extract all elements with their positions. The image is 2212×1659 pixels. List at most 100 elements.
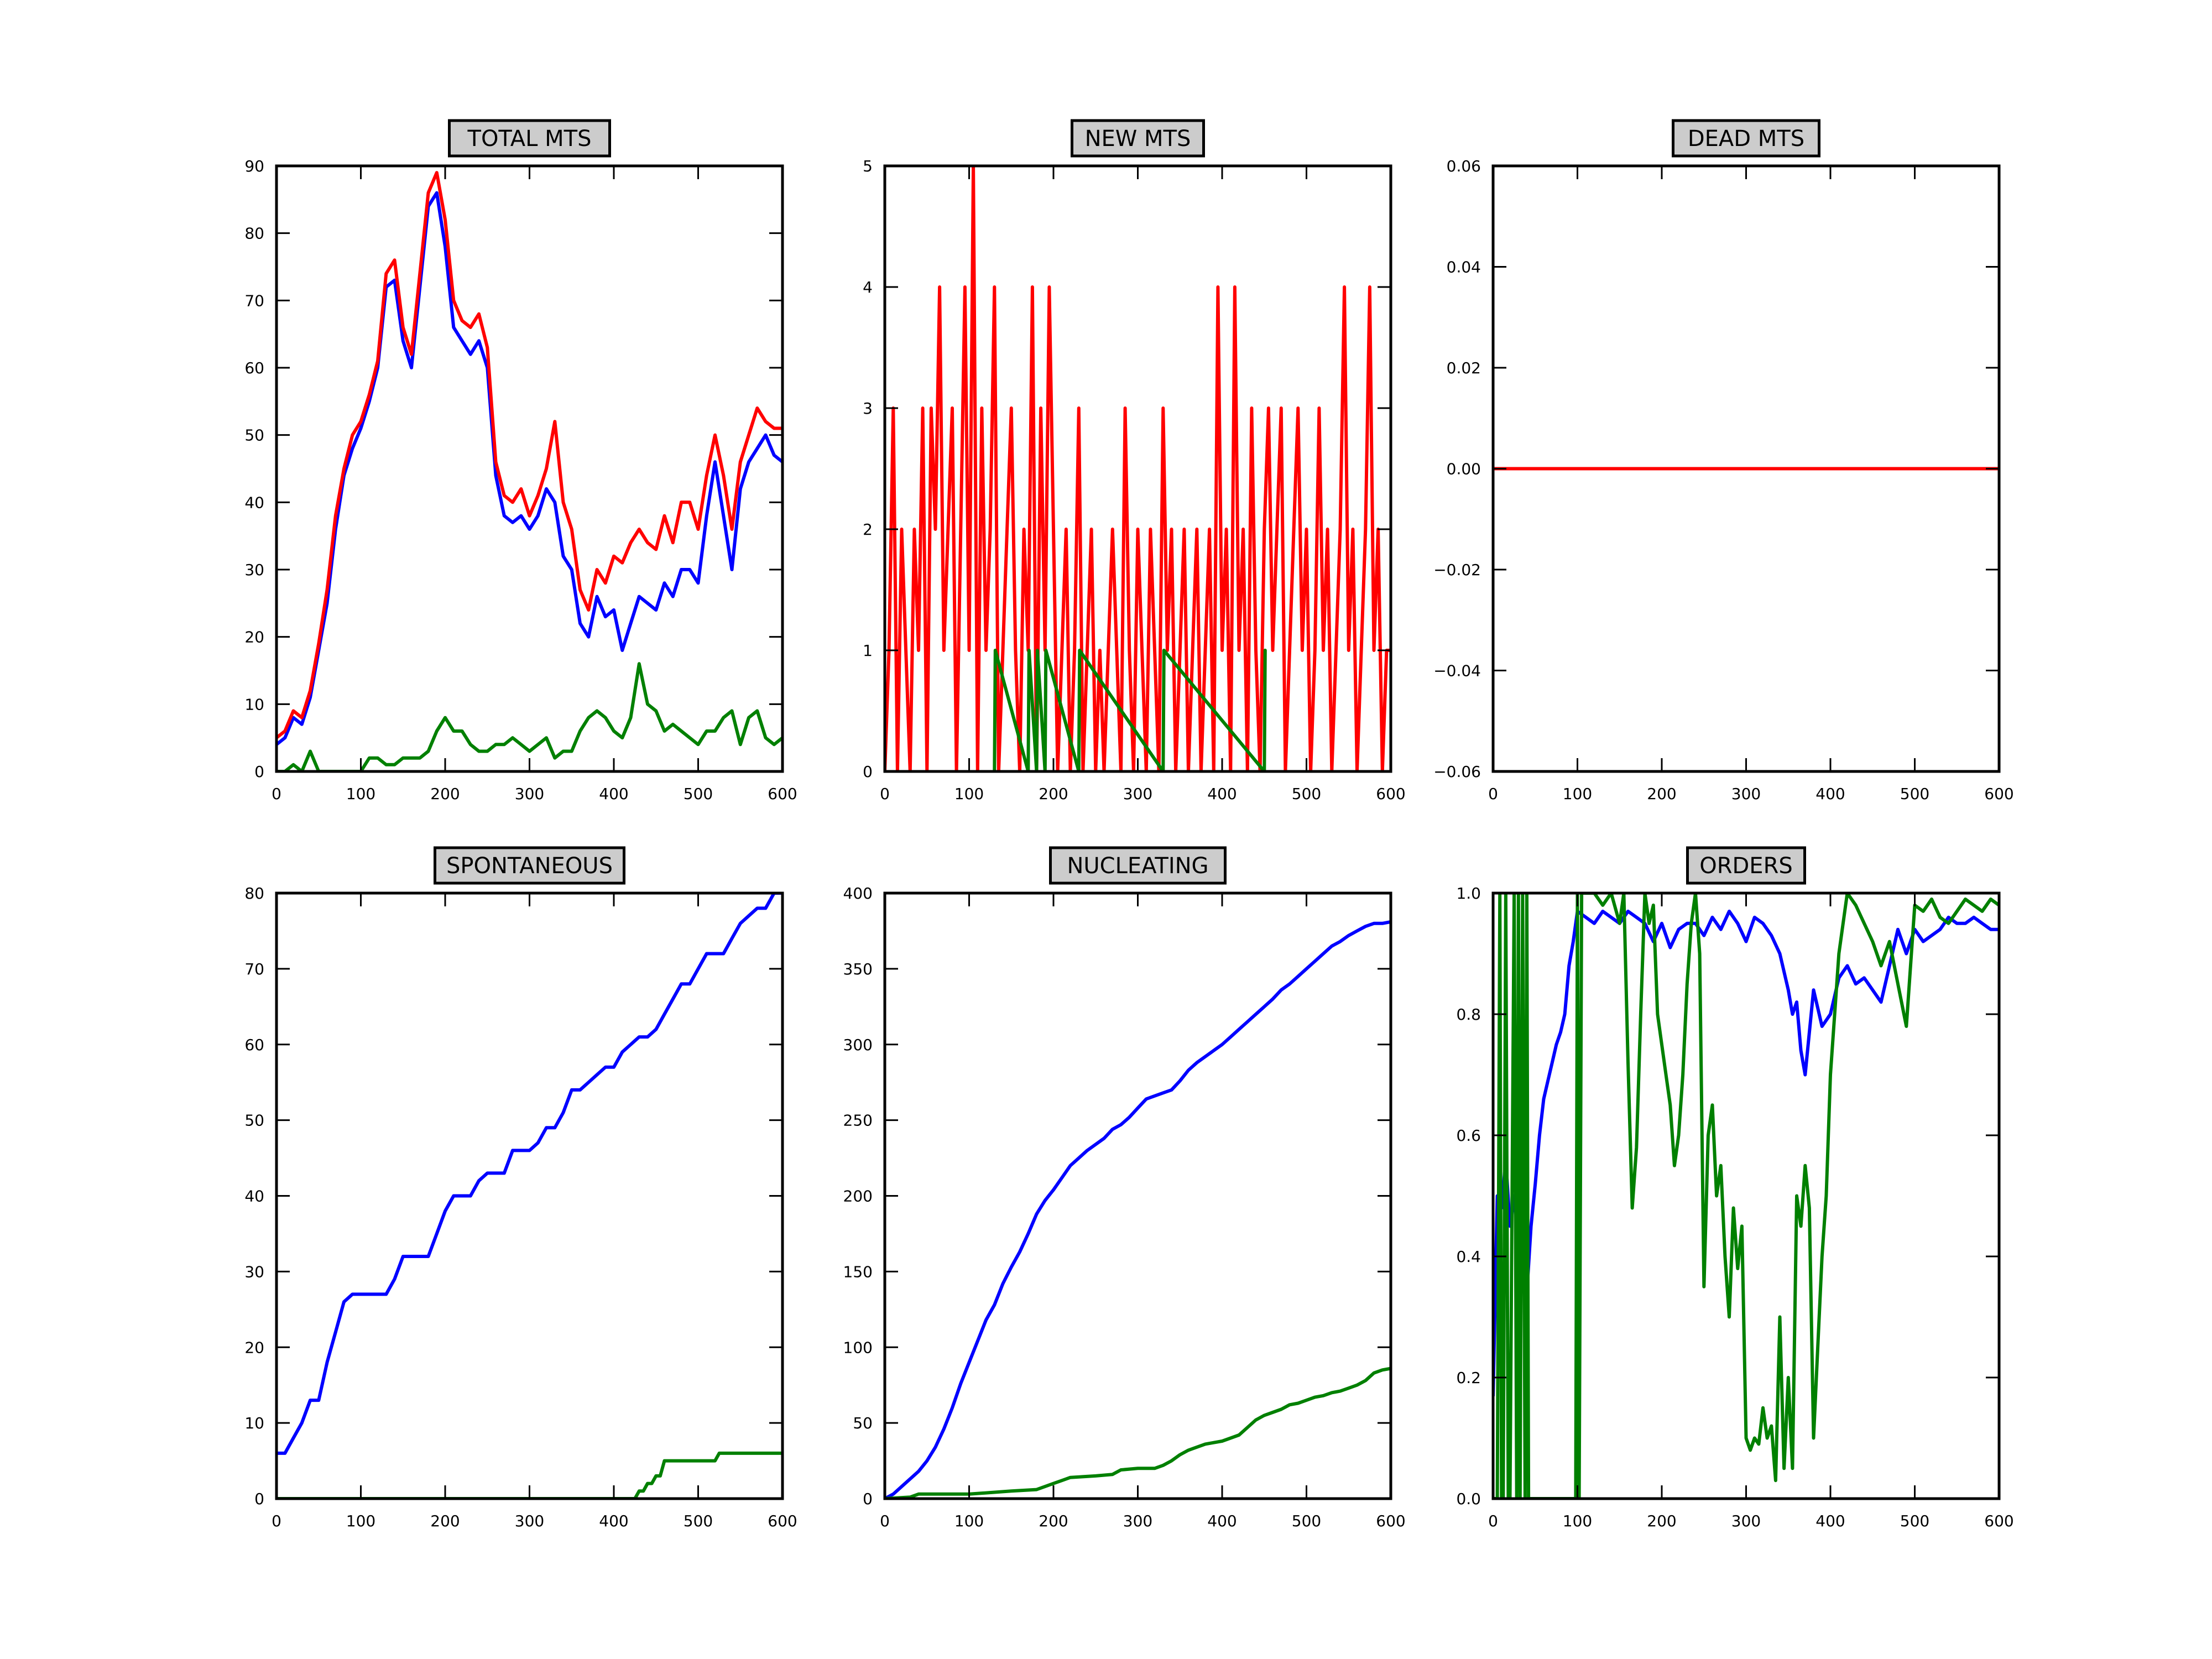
y-tick-label: 10	[244, 695, 264, 713]
x-tick-label: 600	[1376, 785, 1405, 803]
x-tick-label: 500	[1900, 1512, 1929, 1530]
chart-panel-1: 0 100 200 300 400 500 600 0 10 20 30 40 50 60 70 80 90 TO…	[244, 119, 797, 803]
x-tick-label: 500	[1292, 785, 1321, 803]
title-box	[1672, 119, 1820, 158]
y-tick-label: 300	[843, 1036, 873, 1054]
chart-title: ORDERS	[1699, 853, 1793, 879]
x-tick-label: 100	[954, 785, 984, 803]
chart-panel-6: 0 100 200 300 400 500 600 0.0 0.2 0.4 0.6 0.8 1.0 ORD…	[1456, 846, 2014, 1530]
x-tick-label: 0	[272, 785, 281, 803]
x-tick-label: 0	[880, 785, 890, 803]
x-tick-label: 0	[1488, 1512, 1498, 1530]
y-tick-label: 0.02	[1447, 359, 1481, 377]
series-group	[885, 920, 1391, 1499]
y-tick-label: 20	[244, 628, 264, 646]
x-tick-label: 500	[1292, 1512, 1321, 1530]
x-tick-label: 0	[272, 1512, 281, 1530]
y-tick-label: 0.8	[1456, 1005, 1481, 1024]
x-tick-label: 200	[1039, 785, 1068, 803]
x-tick-label: 200	[1647, 1512, 1676, 1530]
x-tick-label: 300	[1123, 785, 1152, 803]
y-tick-label: 1	[863, 641, 873, 660]
chart-title: TOTAL MTS	[467, 126, 592, 152]
y-tick-label: 0.04	[1447, 258, 1481, 276]
y-tick-label: 80	[244, 225, 264, 243]
y-tick-label: 20	[244, 1338, 264, 1357]
y-tick-label: 70	[244, 960, 264, 978]
x-tick-label: 300	[1731, 1512, 1761, 1530]
x-tick-label: 100	[1563, 1512, 1592, 1530]
series-line-2	[276, 1451, 782, 1499]
y-tick-label: 5	[863, 157, 873, 175]
x-tick-label: 400	[599, 1512, 628, 1530]
x-tick-label: 100	[954, 1512, 984, 1530]
y-tick-label: −0.02	[1433, 561, 1481, 579]
chart-title: DEAD MTS	[1688, 126, 1804, 152]
y-tick-label: 0.4	[1456, 1248, 1481, 1266]
y-tick-label: 0	[254, 1490, 264, 1508]
chart-title: NUCLEATING	[1067, 853, 1208, 879]
x-tick-label: 600	[768, 785, 797, 803]
series-line-2	[993, 649, 1267, 771]
chart-panel-2: 0 100 200 300 400 500 600 0 1 2 3 4 5 NEW MTS	[863, 119, 1406, 803]
x-tick-label: 100	[1563, 785, 1592, 803]
title-box	[448, 119, 611, 158]
y-tick-label: 60	[244, 359, 264, 377]
series-line-2	[1493, 893, 1999, 1499]
y-tick-label: 30	[244, 561, 264, 579]
y-tick-label: 1.0	[1456, 884, 1481, 902]
y-tick-label: 3	[863, 399, 873, 418]
series-line-1	[1493, 909, 1999, 1397]
y-tick-label: 0	[863, 1490, 873, 1508]
y-tick-label: 10	[244, 1414, 264, 1432]
x-tick-label: 200	[430, 1512, 460, 1530]
y-tick-label: 50	[244, 1112, 264, 1130]
series-line-1	[885, 920, 1391, 1499]
x-tick-label: 600	[1984, 1512, 2013, 1530]
x-tick-label: 400	[1207, 785, 1237, 803]
x-tick-label: 300	[515, 785, 544, 803]
x-tick-label: 100	[346, 785, 375, 803]
y-tick-label: 0.06	[1447, 157, 1481, 175]
y-tick-label: 90	[244, 157, 264, 175]
x-tick-label: 600	[768, 1512, 797, 1530]
x-tick-label: 200	[1039, 1512, 1068, 1530]
x-tick-label: 600	[1984, 785, 2013, 803]
x-tick-label: 600	[1376, 1512, 1405, 1530]
chart-panel-4: 0 100 200 300 400 500 600 0 10 20 30 40 50 60 70 80 SPON…	[244, 846, 797, 1530]
y-tick-label: 150	[843, 1262, 873, 1281]
x-tick-label: 400	[1207, 1512, 1237, 1530]
y-tick-label: 0.6	[1456, 1126, 1481, 1145]
y-tick-label: 50	[244, 426, 264, 445]
y-tick-label: 50	[853, 1414, 873, 1432]
x-tick-label: 300	[515, 1512, 544, 1530]
x-tick-label: 400	[1815, 785, 1845, 803]
x-tick-label: 500	[684, 785, 713, 803]
y-tick-label: −0.04	[1433, 662, 1481, 680]
x-tick-label: 500	[684, 1512, 713, 1530]
x-tick-label: 200	[1647, 785, 1676, 803]
chart-panel-5: 0 100 200 300 400 500 600 0 50 100 150 200 250 300 350…	[843, 846, 1406, 1530]
y-tick-label: 30	[244, 1262, 264, 1281]
series-line-1	[885, 166, 1391, 771]
y-tick-label: 0	[254, 763, 264, 781]
x-tick-label: 300	[1731, 785, 1761, 803]
title-box	[1686, 846, 1806, 885]
series-group	[276, 893, 782, 1499]
series-line-1	[276, 191, 782, 747]
x-tick-label: 400	[1815, 1512, 1845, 1530]
x-tick-label: 100	[346, 1512, 375, 1530]
y-tick-label: 400	[843, 884, 873, 902]
series-group	[885, 166, 1391, 771]
y-tick-label: 250	[843, 1112, 873, 1130]
chart-panel-3: 0 100 200 300 400 500 600 −0.06 −0.04 −0.02 0.00 0.…	[1433, 119, 2014, 803]
y-tick-label: 0	[863, 763, 873, 781]
title-box	[1071, 119, 1205, 158]
y-tick-label: 0.00	[1447, 460, 1481, 478]
y-tick-label: 0.2	[1456, 1369, 1481, 1387]
x-tick-label: 500	[1900, 785, 1929, 803]
x-tick-label: 0	[1488, 785, 1498, 803]
series-group	[276, 171, 782, 771]
